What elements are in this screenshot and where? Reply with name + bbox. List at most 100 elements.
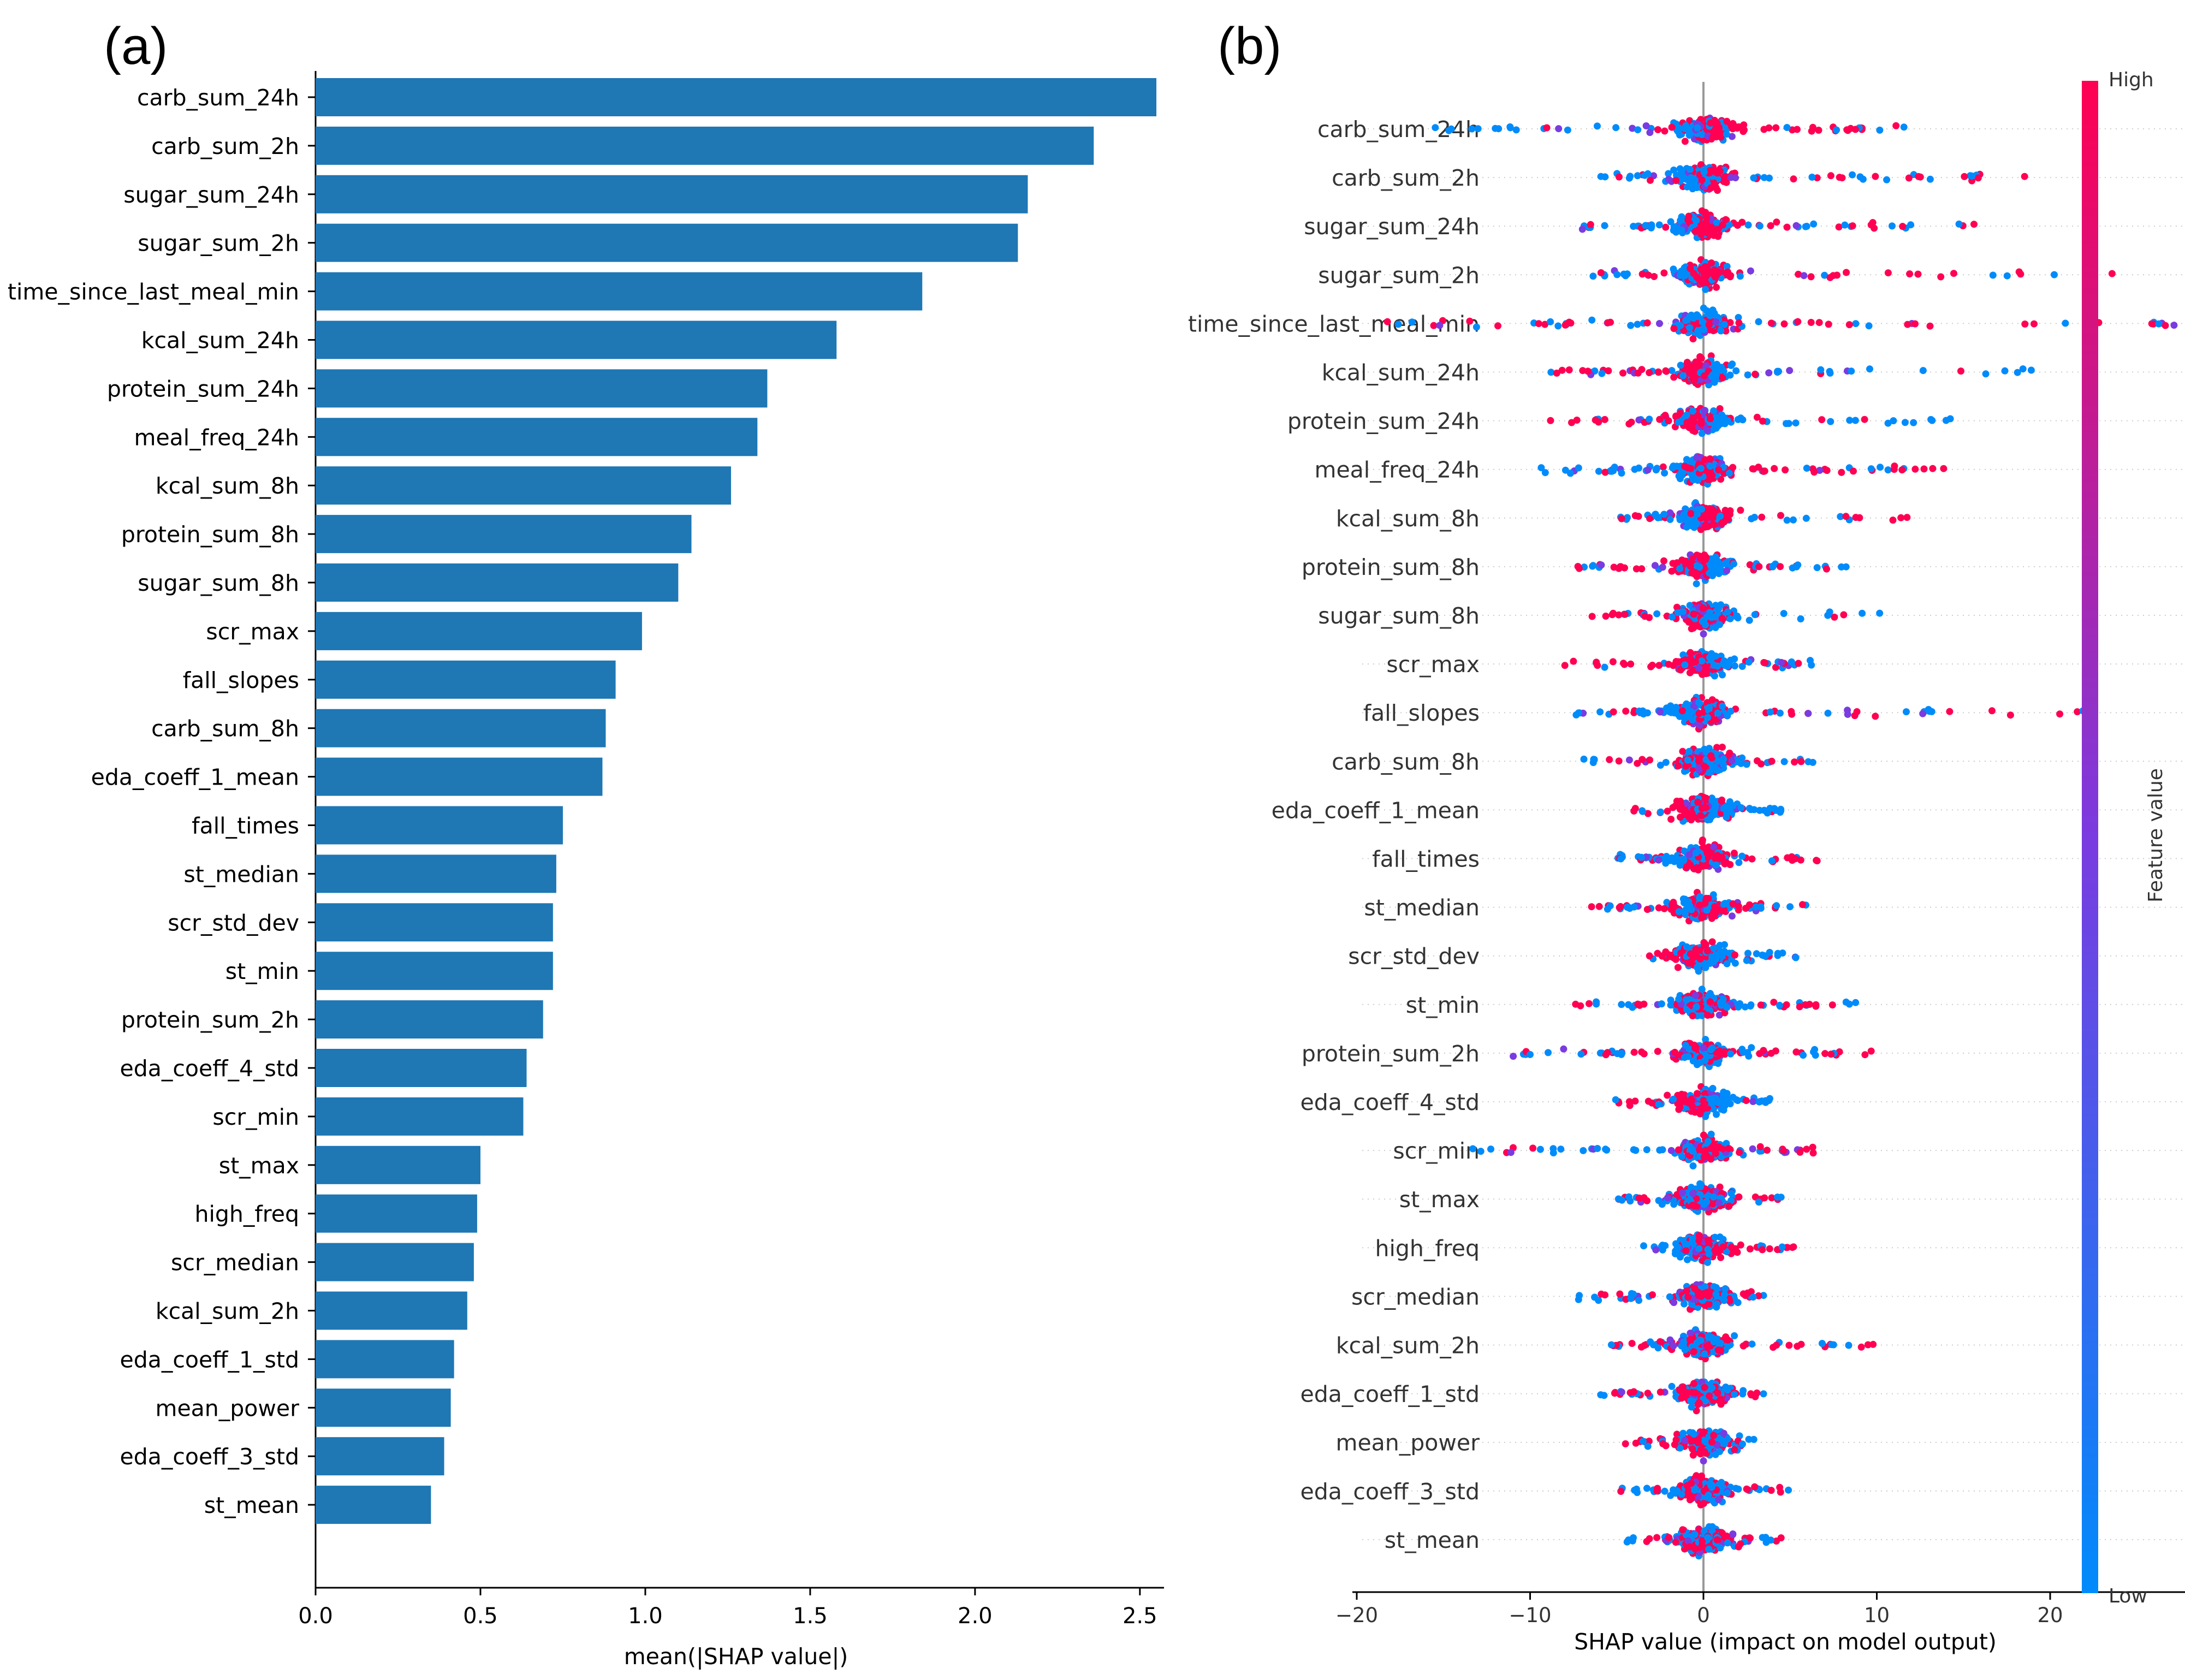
shap-point	[1601, 468, 1609, 476]
bar-st_min	[316, 952, 553, 990]
shap-point	[1631, 805, 1639, 812]
bar-eda_coeff_3_std	[316, 1437, 444, 1476]
shap-point	[1685, 747, 1693, 755]
shap-point	[1643, 906, 1651, 913]
y-tick-label: carb_sum_24h	[137, 85, 299, 111]
shap-point	[1756, 806, 1764, 814]
shap-point	[1712, 422, 1719, 429]
shap-point	[1710, 231, 1718, 239]
shap-point	[1570, 657, 1577, 665]
shap-point	[1656, 320, 1663, 327]
shap-point	[1646, 952, 1653, 960]
shap-point	[1851, 126, 1859, 133]
beeswarm-row-sugar_sum_8h	[1588, 600, 1884, 638]
shap-point	[1708, 953, 1715, 961]
shap-point	[1537, 464, 1545, 472]
shap-point	[1693, 849, 1700, 857]
shap-point	[1554, 322, 1562, 330]
shap-point	[1837, 513, 1844, 520]
shap-point	[1597, 173, 1605, 180]
shap-point	[1697, 526, 1705, 533]
shap-point	[1601, 415, 1608, 423]
shap-point	[1634, 369, 1642, 377]
shap-point	[1609, 658, 1617, 666]
shap-point	[1678, 227, 1685, 234]
shap-point	[1613, 271, 1621, 278]
shap-point	[1771, 465, 1778, 472]
shap-point	[1590, 756, 1598, 763]
shap-point	[1596, 708, 1604, 716]
bar-protein_sum_8h	[316, 515, 692, 554]
shap-point	[1689, 624, 1697, 632]
shap-point	[1638, 756, 1646, 763]
shap-point	[1710, 521, 1718, 529]
shap-point	[1655, 1101, 1663, 1108]
beeswarm-row-carb_sum_2h	[1597, 161, 2028, 194]
shap-point	[1667, 707, 1675, 714]
shap-point	[1616, 173, 1623, 181]
shap-point	[1658, 1000, 1665, 1008]
shap-point	[1610, 609, 1617, 617]
shap-point	[1783, 223, 1791, 231]
y-tick-label: eda_coeff_1_std	[120, 1346, 299, 1373]
shap-point	[1619, 369, 1627, 377]
shap-point	[1760, 659, 1768, 666]
shap-point	[1696, 721, 1703, 729]
shap-point	[1900, 123, 1908, 131]
shap-point	[1696, 893, 1703, 900]
shap-point	[1704, 229, 1712, 237]
bar-kcal_sum_2h	[316, 1291, 467, 1330]
shap-point	[1723, 130, 1730, 138]
shap-point	[1739, 416, 1747, 424]
shap-point	[1720, 470, 1728, 477]
bar-sugar_sum_2h	[316, 223, 1018, 262]
shap-point	[1905, 174, 1913, 182]
shap-point	[1604, 1049, 1611, 1056]
shap-point	[1506, 124, 1514, 132]
shap-point	[1656, 415, 1664, 423]
shap-point	[1735, 314, 1742, 321]
shap-point	[1755, 318, 1762, 325]
shap-point	[1675, 762, 1682, 770]
shap-point	[1634, 320, 1641, 328]
shap-point	[1695, 757, 1703, 765]
shap-point	[1635, 464, 1643, 472]
shap-point	[1706, 704, 1713, 711]
shap-point	[1575, 464, 1582, 472]
shap-point	[1799, 901, 1806, 909]
bar-scr_std_dev	[316, 903, 553, 942]
shap-point	[1432, 124, 1439, 132]
shap-point	[1711, 672, 1718, 680]
shap-point	[1687, 174, 1695, 181]
shap-point	[1844, 707, 1851, 714]
shap-point	[1673, 603, 1681, 611]
shap-point	[1638, 270, 1646, 278]
bar-mean_power	[316, 1388, 451, 1427]
beeswarm-row-eda_coeff_4_std	[1612, 1083, 1773, 1120]
shap-point	[1662, 223, 1670, 231]
shap-point	[1867, 465, 1875, 473]
shap-point	[1697, 420, 1705, 428]
shap-point	[1729, 464, 1737, 471]
shap-point	[1644, 709, 1651, 717]
shap-point	[1691, 1108, 1699, 1116]
shap-point	[1615, 757, 1623, 765]
shap-point	[1541, 469, 1549, 477]
shap-point	[1791, 758, 1798, 766]
shap-point	[1835, 223, 1843, 231]
shap-point	[1700, 168, 1708, 176]
shap-point	[1889, 222, 1896, 230]
shap-point	[1919, 367, 1927, 375]
shap-point	[1714, 662, 1721, 670]
shap-point	[1682, 122, 1690, 129]
shap-point	[1892, 122, 1900, 129]
shap-point	[1635, 513, 1642, 520]
shap-point	[1712, 861, 1720, 869]
shap-point	[1872, 713, 1879, 720]
y-tick-label: scr_max	[206, 619, 299, 645]
shap-point	[1672, 227, 1680, 235]
shap-point	[1813, 857, 1821, 865]
bar-kcal_sum_8h	[316, 466, 731, 505]
bar-fall_times	[316, 806, 563, 845]
